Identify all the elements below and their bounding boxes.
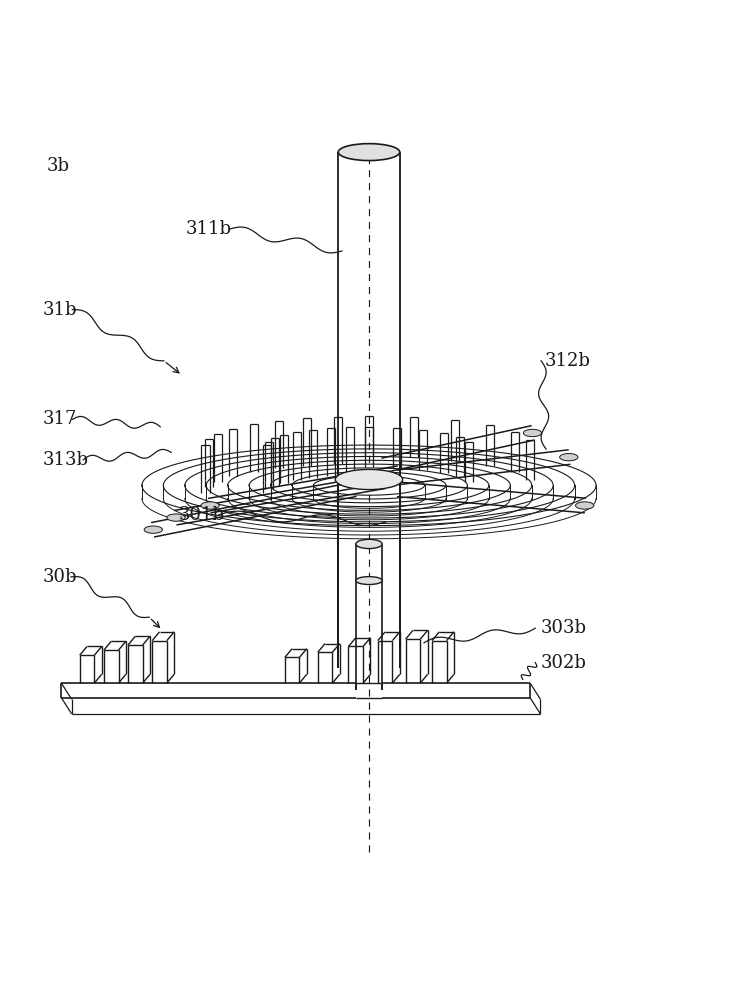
Ellipse shape (338, 144, 400, 161)
Ellipse shape (356, 539, 382, 549)
Ellipse shape (356, 577, 382, 585)
Text: 313b: 313b (43, 451, 89, 469)
Text: 3b: 3b (46, 157, 69, 175)
Ellipse shape (167, 514, 185, 521)
Text: 312b: 312b (545, 352, 590, 370)
Ellipse shape (335, 469, 403, 490)
Ellipse shape (144, 526, 162, 533)
Ellipse shape (576, 502, 594, 509)
Text: 31b: 31b (43, 301, 77, 319)
Text: 301b: 301b (179, 506, 224, 524)
Ellipse shape (523, 429, 542, 437)
Text: 302b: 302b (541, 654, 587, 672)
Text: 303b: 303b (541, 619, 587, 637)
Text: 311b: 311b (186, 220, 232, 238)
Text: 30b: 30b (43, 568, 77, 586)
Ellipse shape (201, 502, 219, 509)
Text: 317: 317 (43, 410, 77, 428)
Ellipse shape (559, 453, 578, 461)
